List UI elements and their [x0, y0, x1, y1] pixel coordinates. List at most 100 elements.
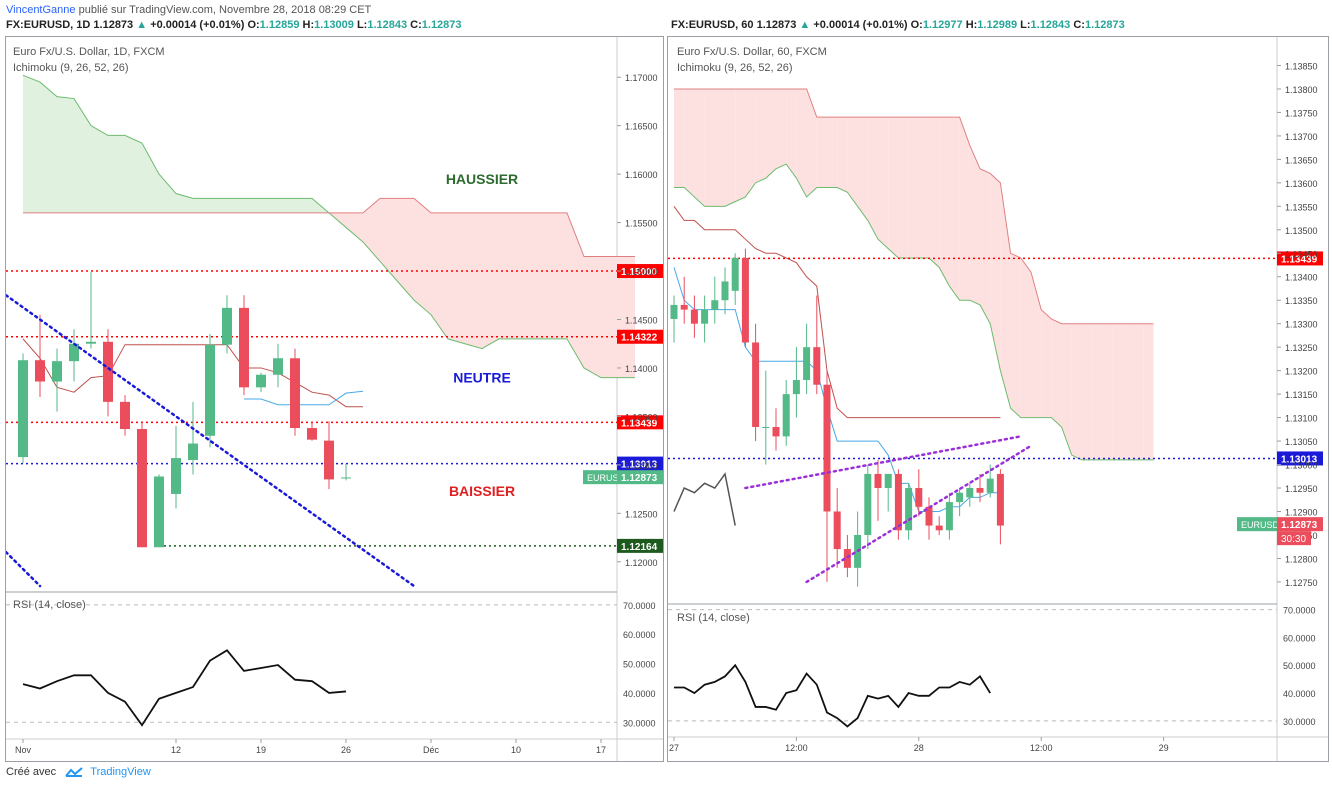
level-price-label: 1.14322: [621, 333, 658, 344]
last-price-symbol-tag: [1237, 517, 1277, 532]
ichimoku-cloud-segment: [533, 212, 550, 339]
candle-body: [324, 440, 334, 480]
right-price: 1.12873: [756, 19, 797, 31]
ichimoku-cloud-segment: [499, 212, 516, 339]
candle-body: [956, 492, 964, 503]
left-close: 1.12873: [421, 19, 462, 31]
price-tick-label: 1.13500: [625, 412, 658, 422]
candle-body: [188, 443, 198, 461]
candle-body: [256, 374, 266, 388]
price-tick-label: 1.13300: [1285, 320, 1318, 330]
rsi-tick-label: 60.0000: [1283, 633, 1316, 643]
ichimoku-cloud-segment: [295, 198, 312, 213]
candle-body: [823, 384, 831, 512]
footer: Créé avec TradingView: [6, 766, 151, 778]
hourly-chart-svg[interactable]: 1.13439 1.13013 1.13850 1.13800 1.13750 1.137…: [668, 37, 1328, 761]
ichimoku-cloud-segment: [725, 88, 736, 207]
price-tick-label: 1.13700: [1285, 132, 1318, 142]
ichimoku-cloud-segment: [878, 117, 889, 249]
price-tick-label: 1.12900: [1285, 507, 1318, 517]
level-price-label: 1.12164: [621, 542, 658, 553]
level-price-label: 1.13439: [1281, 254, 1318, 265]
ichimoku-cloud-segment: [482, 212, 499, 349]
candle-body: [171, 458, 181, 494]
ichimoku-cloud-segment: [193, 198, 210, 213]
last-price-label: 1.12873: [621, 473, 658, 484]
time-tick-label: 12: [171, 745, 181, 755]
ichimoku-lagging-line: [673, 472, 736, 526]
hourly-chart-pane[interactable]: 1.13439 1.13013 1.13850 1.13800 1.13750 1.137…: [667, 36, 1329, 762]
right-change: +0.00014 (+0.01%): [813, 19, 908, 31]
candle-body: [986, 478, 994, 493]
price-tick-label: 1.13050: [1285, 437, 1318, 447]
candle-body: [690, 309, 698, 324]
last-price-symbol-label: EURUSD: [1241, 520, 1280, 530]
ichimoku-cloud-segment: [1092, 323, 1103, 460]
ichimoku-cloud-segment: [397, 198, 414, 301]
candle-body: [813, 347, 821, 385]
time-tick-label: 29: [1159, 743, 1169, 753]
price-tick-label: 1.12500: [625, 509, 658, 519]
candle-body: [86, 341, 96, 344]
up-arrow-icon: ▲: [799, 19, 811, 31]
ichimoku-cloud-segment: [765, 88, 776, 179]
ichimoku-cloud-segment: [227, 198, 244, 213]
price-tick-label: 1.13850: [1285, 61, 1318, 71]
candle-body: [915, 488, 923, 507]
ichimoku-cloud-segment: [1102, 323, 1113, 460]
tradingview-logo-icon: [65, 767, 83, 778]
trendline: [6, 294, 416, 588]
candle-body: [52, 361, 62, 382]
candle-body: [772, 426, 780, 437]
hourly-rsi-label: RSI (14, close): [677, 612, 750, 624]
ichimoku-cloud-segment: [363, 198, 380, 262]
footer-brand[interactable]: TradingView: [90, 766, 151, 778]
daily-chart-svg[interactable]: 1.15000 1.14322 1.13439 1.13013 1.12164 HAUSS…: [6, 37, 663, 761]
candle-body: [996, 473, 1004, 526]
price-tick-label: 1.13200: [1285, 367, 1318, 377]
price-tick-label: 1.13000: [625, 461, 658, 471]
ichimoku-cloud-segment: [980, 168, 991, 324]
price-tick-label: 1.13150: [1285, 390, 1318, 400]
publisher-line: VincentGanne publié sur TradingView.com,…: [6, 4, 371, 16]
price-tick-label: 1.13500: [1285, 226, 1318, 236]
daily-indicator-label: Ichimoku (9, 26, 52, 26): [13, 62, 129, 74]
ichimoku-cloud-segment: [674, 88, 685, 188]
time-tick-label: 12:00: [1030, 743, 1053, 753]
candle-body: [792, 380, 800, 395]
candle-body: [670, 304, 678, 319]
ichimoku-cloud-segment: [857, 117, 868, 221]
ichimoku-cloud-segment: [380, 198, 397, 281]
candle-body: [945, 502, 953, 531]
level-price-tag: [1277, 251, 1323, 266]
ichimoku-cloud-segment: [908, 117, 919, 258]
price-tick-label: 1.13250: [1285, 343, 1318, 353]
time-tick-label: 28: [914, 743, 924, 753]
time-tick-label: 10: [511, 745, 521, 755]
candle-body: [976, 488, 984, 493]
price-tick-label: 1.13600: [1285, 179, 1318, 189]
candle-body: [18, 360, 28, 458]
level-price-tag: [617, 538, 663, 553]
price-tick-label: 1.15500: [625, 219, 658, 229]
hourly-indicator-label: Ichimoku (9, 26, 52, 26): [677, 62, 793, 74]
left-change: +0.00014 (+0.01%): [150, 19, 245, 31]
level-price-tag: [617, 264, 663, 279]
daily-chart-pane[interactable]: 1.15000 1.14322 1.13439 1.13013 1.12164 HAUSS…: [5, 36, 664, 762]
candle-body: [239, 307, 249, 388]
time-tick-label: Déc: [423, 745, 440, 755]
ichimoku-cloud-segment: [888, 117, 899, 258]
candle-body: [843, 549, 851, 568]
ichimoku-cloud-segment: [414, 198, 431, 315]
rsi-tick-label: 60.0000: [623, 630, 656, 640]
publisher-user[interactable]: VincentGanne: [6, 4, 76, 16]
price-tick-label: 1.13550: [1285, 202, 1318, 212]
ichimoku-cloud-segment: [244, 198, 261, 213]
ichimoku-cloud-segment: [278, 198, 295, 213]
level-price-label: 1.13013: [621, 460, 658, 471]
ichimoku-cloud-segment: [837, 117, 848, 193]
left-high: 1.13009: [314, 19, 354, 31]
ichimoku-cloud-segment: [567, 212, 584, 368]
candle-body: [803, 347, 811, 381]
time-tick-label: Nov: [15, 745, 32, 755]
